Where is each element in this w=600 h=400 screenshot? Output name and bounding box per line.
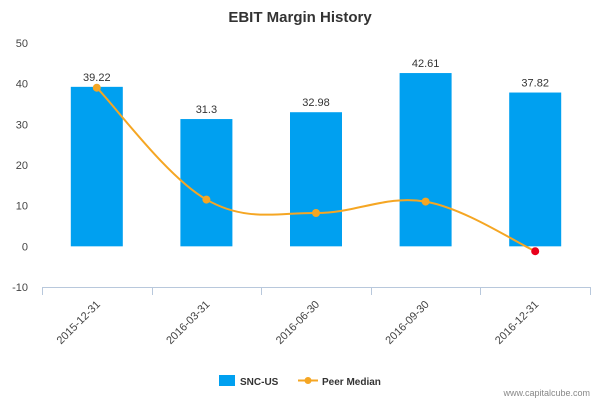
credit-text[interactable]: www.capitalcube.com [502, 388, 590, 398]
x-tick-label: 2015-12-31 [55, 299, 103, 347]
bar-snc-us[interactable] [509, 92, 562, 247]
bar-data-label: 37.82 [521, 78, 549, 90]
peer-median-point[interactable] [92, 83, 101, 92]
bar-snc-us[interactable] [70, 86, 123, 247]
legend-label-peer-median[interactable]: Peer Median [322, 377, 381, 388]
bar-data-label: 42.61 [412, 58, 440, 70]
legend-marker-peer-median [304, 377, 312, 384]
bar-data-labels: 39.22 31.3 32.98 42.61 37.82 [83, 58, 549, 116]
chart-title: EBIT Margin History [228, 9, 372, 26]
legend-label-snc-us[interactable]: SNC-US [240, 377, 279, 388]
x-tick-label: 2016-03-31 [164, 299, 212, 347]
bar-snc-us[interactable] [399, 73, 452, 247]
legend[interactable]: SNC-US Peer Median [219, 375, 381, 388]
legend-swatch-snc-us[interactable] [219, 375, 235, 386]
y-tick-label: 10 [16, 201, 28, 213]
axes: -10 0 10 20 30 40 50 [12, 38, 591, 295]
y-tick-label: -10 [12, 282, 28, 294]
peer-median-point[interactable] [202, 195, 211, 204]
peer-median-point[interactable] [531, 247, 540, 256]
bar-series [70, 73, 562, 247]
bar-snc-us[interactable] [290, 112, 342, 247]
y-tick-label: 0 [22, 241, 28, 253]
y-tick-label: 20 [16, 160, 28, 172]
y-tick-label: 30 [16, 119, 28, 131]
bar-data-label: 32.98 [302, 97, 330, 109]
bar-data-label: 39.22 [83, 72, 111, 84]
peer-median-point[interactable] [421, 197, 430, 206]
bar-snc-us[interactable] [180, 119, 233, 247]
peer-median-series [92, 83, 540, 256]
x-tick-label: 2016-06-30 [274, 299, 322, 347]
x-axis-tick-labels: 2015-12-31 2016-03-31 2016-06-30 2016-09-30… [55, 299, 542, 347]
x-tick-label: 2016-09-30 [383, 299, 431, 347]
y-tick-label: 50 [16, 38, 28, 50]
peer-median-point[interactable] [312, 208, 320, 217]
x-tick-label: 2016-12-31 [493, 299, 541, 347]
bar-data-label: 31.3 [196, 104, 217, 116]
y-tick-label: 40 [16, 79, 28, 91]
